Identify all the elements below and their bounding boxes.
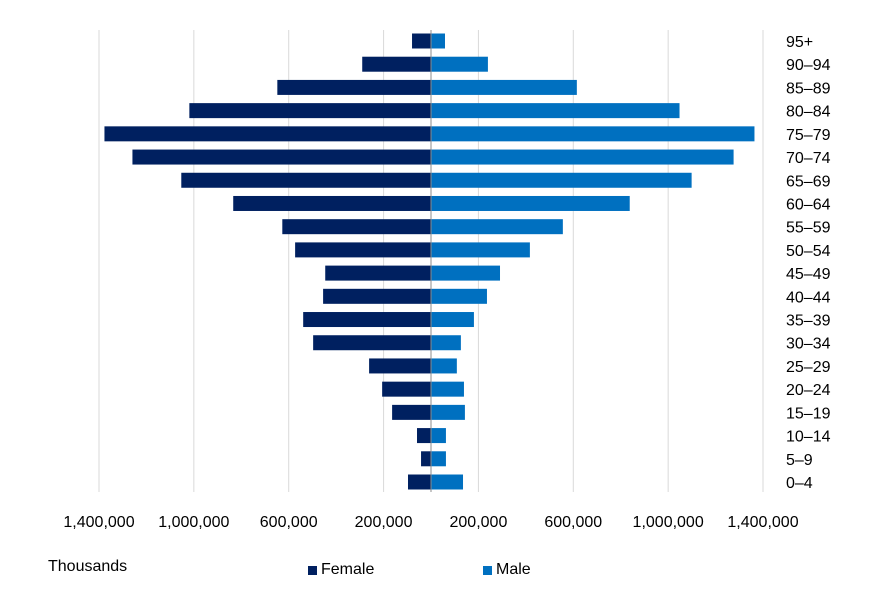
bar-female (132, 149, 432, 165)
bar-male (431, 404, 465, 420)
category-label: 70–74 (786, 150, 831, 167)
bar-female (277, 79, 431, 95)
category-label: 85–89 (786, 80, 831, 97)
category-label: 55–59 (786, 220, 831, 237)
bar-female (104, 126, 431, 142)
legend-female: Female (308, 561, 374, 579)
bar-male (431, 381, 464, 397)
bar-female (417, 428, 431, 444)
x-tick-label: 200,000 (450, 514, 508, 531)
bar-male (431, 451, 446, 467)
x-tick-label: 600,000 (260, 514, 318, 531)
category-label: 35–39 (786, 313, 831, 330)
bar-male (431, 103, 680, 119)
bar-male (431, 265, 501, 281)
bar-female (189, 103, 431, 119)
category-label: 80–84 (786, 104, 831, 121)
bar-male (431, 335, 461, 351)
legend-label-male: Male (496, 561, 531, 578)
category-label: 75–79 (786, 127, 831, 144)
bar-female (313, 335, 431, 351)
bar-female (303, 312, 431, 328)
category-label: 90–94 (786, 57, 831, 74)
bar-male (431, 195, 630, 211)
bar-male (431, 219, 563, 235)
category-label: 10–14 (786, 429, 831, 446)
bar-female (421, 451, 431, 467)
bar-female (325, 265, 431, 281)
bar-female (407, 474, 431, 490)
category-label: 95+ (786, 34, 813, 51)
category-label: 60–64 (786, 196, 831, 213)
bar-female (233, 195, 431, 211)
bar-female (282, 219, 431, 235)
category-label: 45–49 (786, 266, 831, 283)
category-label: 25–29 (786, 359, 831, 376)
x-tick-label: 1,400,000 (727, 514, 798, 531)
units-label: Thousands (48, 558, 128, 575)
legend-swatch-male (483, 565, 492, 575)
x-tick-label: 1,000,000 (633, 514, 704, 531)
bar-female (369, 358, 431, 374)
category-label: 5–9 (786, 452, 813, 469)
bar-male (431, 79, 577, 95)
bar-female (382, 381, 431, 397)
bar-female (181, 172, 431, 188)
category-label: 15–19 (786, 405, 831, 422)
legend-male: Male (483, 561, 531, 579)
legend-swatch-female (308, 565, 317, 575)
x-tick-label: 1,000,000 (158, 514, 229, 531)
bar-male (431, 126, 755, 142)
bar-male (431, 172, 692, 188)
bar-male (431, 428, 446, 444)
bar-female (323, 288, 431, 304)
category-label: 40–44 (786, 289, 831, 306)
bar-female (362, 56, 431, 72)
bar-male (431, 288, 487, 304)
bar-male (431, 242, 530, 258)
bar-male (431, 56, 488, 72)
bar-male (431, 474, 464, 490)
bar-male (431, 33, 445, 49)
bar-female (295, 242, 431, 258)
category-label: 65–69 (786, 173, 831, 190)
bar-male (431, 312, 474, 328)
legend-label-female: Female (321, 561, 375, 578)
category-label: 0–4 (786, 475, 813, 492)
category-label: 20–24 (786, 382, 831, 399)
x-tick-label: 600,000 (544, 514, 602, 531)
bar-female (392, 404, 431, 420)
bar-female (412, 33, 431, 49)
category-label: 30–34 (786, 336, 831, 353)
category-label: 50–54 (786, 243, 831, 260)
bar-male (431, 149, 734, 165)
x-tick-label: 200,000 (355, 514, 413, 531)
x-tick-label: 1,400,000 (63, 514, 134, 531)
bar-male (431, 358, 457, 374)
